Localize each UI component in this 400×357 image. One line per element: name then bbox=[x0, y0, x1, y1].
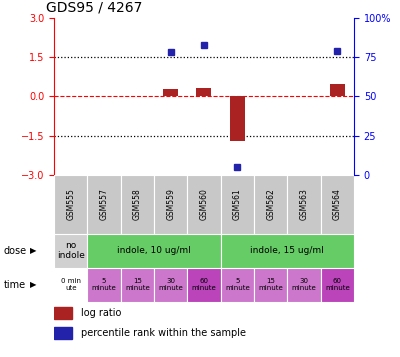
Bar bbox=[154, 175, 187, 234]
Text: 5
minute: 5 minute bbox=[92, 278, 116, 291]
Bar bbox=[87, 268, 121, 302]
Text: GSM560: GSM560 bbox=[200, 188, 208, 220]
Text: ▶: ▶ bbox=[30, 246, 36, 255]
Bar bbox=[54, 234, 87, 268]
Bar bbox=[163, 89, 178, 96]
Text: GSM562: GSM562 bbox=[266, 188, 275, 220]
Bar bbox=[221, 268, 254, 302]
Text: indole, 10 ug/ml: indole, 10 ug/ml bbox=[117, 246, 191, 255]
Text: GSM558: GSM558 bbox=[133, 188, 142, 220]
Bar bbox=[196, 88, 212, 96]
Bar bbox=[54, 268, 87, 302]
Text: indole, 15 ug/ml: indole, 15 ug/ml bbox=[250, 246, 324, 255]
Bar bbox=[87, 234, 221, 268]
Bar bbox=[287, 175, 321, 234]
Text: 15
minute: 15 minute bbox=[258, 278, 283, 291]
Text: ▶: ▶ bbox=[30, 280, 36, 289]
Text: GSM564: GSM564 bbox=[333, 188, 342, 220]
Bar bbox=[254, 175, 287, 234]
Bar bbox=[254, 268, 287, 302]
Text: dose: dose bbox=[4, 246, 27, 256]
Bar bbox=[121, 268, 154, 302]
Text: GSM557: GSM557 bbox=[100, 188, 108, 220]
Bar bbox=[287, 268, 321, 302]
Bar bbox=[221, 234, 354, 268]
Text: log ratio: log ratio bbox=[81, 308, 121, 318]
Bar bbox=[187, 175, 221, 234]
Text: 30
minute: 30 minute bbox=[158, 278, 183, 291]
Text: no
indole: no indole bbox=[57, 241, 85, 261]
Text: GSM555: GSM555 bbox=[66, 188, 75, 220]
Bar bbox=[54, 327, 72, 340]
Text: 60
minute: 60 minute bbox=[325, 278, 350, 291]
Text: time: time bbox=[4, 280, 26, 290]
Bar bbox=[87, 175, 121, 234]
Bar bbox=[330, 84, 345, 96]
Text: 5
minute: 5 minute bbox=[225, 278, 250, 291]
Bar bbox=[230, 96, 245, 141]
Text: GSM563: GSM563 bbox=[300, 188, 308, 220]
Text: percentile rank within the sample: percentile rank within the sample bbox=[81, 328, 246, 338]
Bar bbox=[154, 268, 187, 302]
Bar bbox=[54, 307, 72, 319]
Bar bbox=[221, 175, 254, 234]
Bar bbox=[54, 175, 87, 234]
Text: 0 min
ute: 0 min ute bbox=[61, 278, 81, 291]
Bar bbox=[321, 268, 354, 302]
Text: 60
minute: 60 minute bbox=[192, 278, 216, 291]
Text: GSM559: GSM559 bbox=[166, 188, 175, 220]
Text: 15
minute: 15 minute bbox=[125, 278, 150, 291]
Text: GSM561: GSM561 bbox=[233, 188, 242, 220]
Text: 30
minute: 30 minute bbox=[292, 278, 316, 291]
Bar bbox=[187, 268, 221, 302]
Bar bbox=[121, 175, 154, 234]
Text: GDS95 / 4267: GDS95 / 4267 bbox=[46, 0, 142, 14]
Bar bbox=[321, 175, 354, 234]
